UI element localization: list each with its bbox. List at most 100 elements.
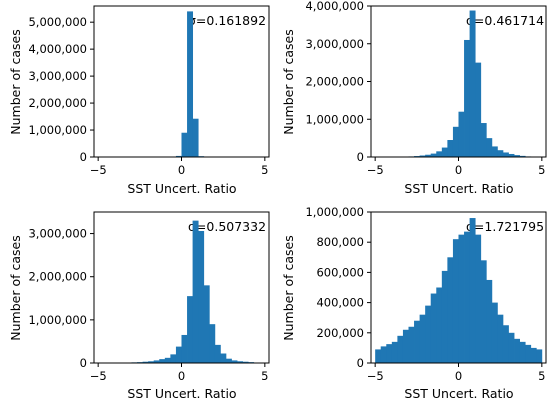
histogram-bar <box>497 150 504 157</box>
histogram-bar <box>502 152 509 157</box>
histogram-bar <box>497 314 504 363</box>
histogram-bar <box>491 302 498 363</box>
x-tick-label: 0 <box>455 369 462 383</box>
histogram-bar <box>148 361 155 363</box>
histogram-bar <box>441 270 448 363</box>
y-tick-label: 2,000,000 <box>305 75 364 89</box>
histogram-bar <box>508 332 515 363</box>
histogram-bar <box>514 338 520 363</box>
histogram-bar <box>153 360 160 363</box>
x-tick-label: −5 <box>367 163 384 177</box>
x-tick-label: 0 <box>178 163 185 177</box>
histogram-bar <box>480 123 487 157</box>
histogram-bar <box>380 346 387 363</box>
histogram-bar <box>447 257 454 363</box>
histogram-bar <box>486 138 493 158</box>
histogram-bar <box>198 230 205 363</box>
histogram-bar <box>475 62 482 158</box>
histogram-bar <box>536 349 543 363</box>
histogram-bar <box>187 296 194 363</box>
sigma-annotation-3: σ=0.507332 <box>188 219 266 234</box>
histogram-bar <box>225 358 232 363</box>
x-axis-label-3: SST Uncert. Ratio <box>127 386 236 401</box>
histogram-bar <box>419 155 426 157</box>
histogram-bar <box>508 153 515 157</box>
y-tick-label: 2,000,000 <box>28 96 87 110</box>
histogram-bar <box>386 344 393 364</box>
histogram-bar <box>441 147 448 157</box>
histogram-bar <box>142 361 149 363</box>
histogram-bar <box>214 344 221 363</box>
y-tick-label: 1,000,000 <box>28 123 87 137</box>
panel-4: Number of cases SST Uncert. Ratio σ=1.72… <box>281 205 547 401</box>
y-axis-label-2: Number of cases <box>281 29 296 134</box>
histogram-bar <box>447 140 454 157</box>
histogram-bar <box>181 334 188 363</box>
histogram-bar <box>192 118 199 157</box>
histogram-bar <box>402 329 409 363</box>
y-tick-label: 600,000 <box>316 265 364 279</box>
y-tick-label: 200,000 <box>316 326 364 340</box>
histogram-bar <box>419 314 426 363</box>
histogram-bar <box>414 320 421 363</box>
y-axis-label-4: Number of cases <box>281 235 296 340</box>
x-tick-label: −5 <box>90 163 107 177</box>
histogram-bar <box>203 285 210 363</box>
histogram-bar <box>231 360 238 363</box>
y-tick-label: 0 <box>357 356 364 370</box>
histogram-bar <box>430 153 437 157</box>
y-tick-label: 1,000,000 <box>305 112 364 126</box>
histogram-bar <box>458 234 465 363</box>
x-axis-label-2: SST Uncert. Ratio <box>404 181 513 196</box>
y-tick-label: 0 <box>80 150 87 164</box>
y-tick-label: 3,000,000 <box>28 227 87 241</box>
histogram-bar <box>502 325 509 363</box>
histogram-bar <box>530 347 537 363</box>
histogram-bar <box>469 218 476 363</box>
histogram-bar <box>436 287 443 363</box>
histogram-bar <box>237 361 243 363</box>
y-tick-label: 3,000,000 <box>305 37 364 51</box>
histogram-bar <box>452 126 459 157</box>
x-tick-label: −5 <box>367 369 384 383</box>
histogram-bar <box>519 155 526 157</box>
histogram-bar <box>491 146 498 157</box>
sigma-annotation-4: σ=1.721795 <box>466 219 544 234</box>
histogram-bar <box>486 279 493 363</box>
histogram-bar <box>159 359 166 363</box>
y-axis-label-3: Number of cases <box>8 235 23 340</box>
y-tick-label: 4,000,000 <box>28 42 87 56</box>
histogram-bar <box>458 111 465 157</box>
histogram-bar <box>375 349 382 363</box>
histogram-bar <box>525 344 532 363</box>
panel-2: Number of cases SST Uncert. Ratio σ=0.46… <box>281 0 547 196</box>
y-tick-label: 0 <box>357 150 364 164</box>
x-tick-label: 0 <box>178 369 185 383</box>
histogram-bar <box>475 234 482 363</box>
sigma-annotation-1: σ=0.161892 <box>188 13 266 28</box>
histogram-bar <box>425 154 432 157</box>
histogram-bar <box>408 326 415 363</box>
histogram-bar <box>452 239 459 363</box>
histogram-bar <box>519 341 526 363</box>
sigma-annotation-2: σ=0.461714 <box>466 13 544 28</box>
y-tick-label: 1,000,000 <box>305 205 364 219</box>
histogram-bar <box>164 357 171 363</box>
histogram-bar <box>220 353 227 363</box>
x-tick-label: 5 <box>261 163 268 177</box>
histogram-bar <box>514 155 520 157</box>
histogram-bar <box>464 39 471 157</box>
y-tick-label: 3,000,000 <box>28 69 87 83</box>
histogram-bar <box>187 11 194 158</box>
x-axis-label-1: SST Uncert. Ratio <box>127 181 236 196</box>
x-axis-label-4: SST Uncert. Ratio <box>404 386 513 401</box>
histogram-bar <box>209 324 216 363</box>
histogram-bar <box>397 335 404 363</box>
histogram-bar <box>192 220 199 363</box>
x-tick-label: 5 <box>261 369 268 383</box>
histogram-bar <box>170 354 177 363</box>
histogram-bar <box>436 151 443 157</box>
panel-1: Number of cases SST Uncert. Ratio σ=0.16… <box>8 5 270 196</box>
y-tick-label: 0 <box>80 356 87 370</box>
